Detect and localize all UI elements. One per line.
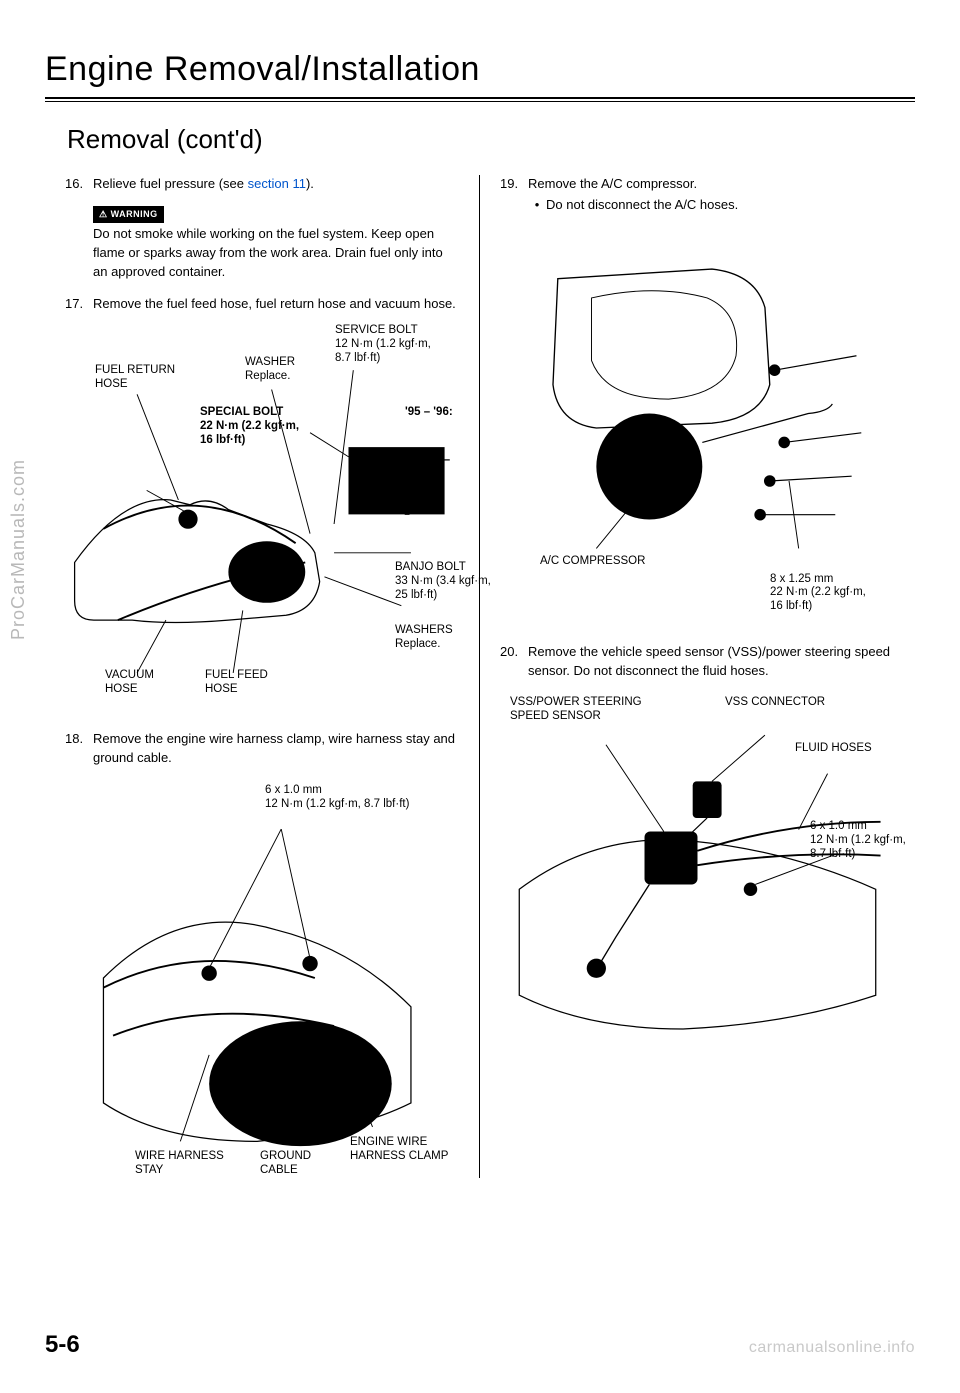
step-number: 20.: [500, 643, 528, 681]
step-number: 17.: [65, 295, 93, 314]
step-16: 16. Relieve fuel pressure (see section 1…: [65, 175, 459, 194]
step-20: 20. Remove the vehicle speed sensor (VSS…: [500, 643, 895, 681]
bullet-text: Do not disconnect the A/C hoses.: [546, 196, 738, 215]
label-washers: WASHERS Replace.: [395, 624, 453, 652]
label-vss-sensor: VSS/POWER STEERING SPEED SENSOR: [510, 696, 642, 724]
step-number: 18.: [65, 730, 93, 768]
step-18: 18. Remove the engine wire harness clamp…: [65, 730, 459, 768]
two-column-layout: 16. Relieve fuel pressure (see section 1…: [45, 175, 915, 1178]
label-fuel-return-hose: FUEL RETURN HOSE: [95, 364, 175, 392]
warning-text: Do not smoke while working on the fuel s…: [93, 225, 459, 282]
section-link[interactable]: section 11: [248, 176, 306, 191]
label-special-bolt: SPECIAL BOLT 22 N·m (2.2 kgf·m, 16 lbf·f…: [200, 406, 299, 447]
label-ac-compressor: A/C COMPRESSOR: [540, 555, 645, 569]
step-17: 17. Remove the fuel feed hose, fuel retu…: [65, 295, 459, 314]
label-fluid-hoses: FLUID HOSES: [795, 742, 872, 756]
chapter-title: Engine Removal/Installation: [45, 50, 915, 89]
label-washer: WASHER Replace.: [245, 356, 295, 384]
label-banjo-bolt: BANJO BOLT 33 N·m (3.4 kgf·m, 25 lbf·ft): [395, 561, 491, 602]
label-ground-cable: GROUND CABLE: [260, 1150, 311, 1178]
rule-heavy: [45, 97, 915, 99]
label-fuel-feed-hose: FUEL FEED HOSE: [205, 669, 268, 697]
label-vss-connector: VSS CONNECTOR: [725, 696, 825, 710]
step-text: Relieve fuel pressure (see: [93, 176, 248, 191]
rule-light: [45, 101, 915, 102]
step-19: 19. Remove the A/C compressor.: [500, 175, 895, 194]
step-body: Remove the vehicle speed sensor (VSS)/po…: [528, 643, 895, 681]
label-bolt-spec: 6 x 1.0 mm 12 N·m (1.2 kgf·m, 8.7 lbf·ft…: [265, 784, 409, 812]
step-number: 16.: [65, 175, 93, 194]
figure-wire-harness: 6 x 1.0 mm 12 N·m (1.2 kgf·m, 8.7 lbf·ft…: [65, 778, 459, 1178]
label-vacuum-hose: VACUUM HOSE: [105, 669, 154, 697]
section-title: Removal (cont'd): [67, 124, 915, 155]
label-service-bolt: SERVICE BOLT 12 N·m (1.2 kgf·m, 8.7 lbf·…: [335, 324, 431, 365]
watermark-right: carmanualsonline.info: [749, 1339, 915, 1357]
label-ac-bolt-spec: 8 x 1.25 mm 22 N·m (2.2 kgf·m, 16 lbf·ft…: [770, 573, 866, 614]
step-body: Relieve fuel pressure (see section 11).: [93, 175, 459, 194]
manual-page: Engine Removal/Installation Removal (con…: [0, 0, 960, 1393]
right-column: 19. Remove the A/C compressor. • Do not …: [480, 175, 915, 1178]
bullet-item: • Do not disconnect the A/C hoses.: [528, 196, 895, 215]
figure-vss-sensor: VSS/POWER STEERING SPEED SENSOR VSS CONN…: [500, 690, 895, 1050]
label-year-b: '97 – '98:: [425, 454, 459, 482]
diagram-svg: [65, 778, 459, 1178]
bullet-icon: •: [528, 196, 546, 215]
label-wire-harness-stay: WIRE HARNESS STAY: [135, 1150, 224, 1178]
step-number: 19.: [500, 175, 528, 194]
figure-ac-compressor: A/C COMPRESSOR 8 x 1.25 mm 22 N·m (2.2 k…: [500, 233, 895, 623]
figure-fuel-hoses: FUEL RETURN HOSE WASHER Replace. SERVICE…: [65, 324, 459, 724]
label-engine-wire-clamp: ENGINE WIRE HARNESS CLAMP: [350, 1136, 448, 1164]
step-body: Remove the fuel feed hose, fuel return h…: [93, 295, 459, 314]
left-column: 16. Relieve fuel pressure (see section 1…: [45, 175, 480, 1178]
step-body: Remove the engine wire harness clamp, wi…: [93, 730, 459, 768]
step-text-end: ).: [306, 176, 314, 191]
page-number: 5-6: [45, 1331, 80, 1359]
label-vss-bolt-spec: 6 x 1.0 mm 12 N·m (1.2 kgf·m, 8.7 lbf·ft…: [810, 820, 906, 861]
label-year-a: '95 – '96:: [405, 406, 453, 420]
warning-icon: WARNING: [93, 206, 164, 223]
watermark-left: ProCarManuals.com: [8, 459, 29, 640]
step-body: Remove the A/C compressor.: [528, 175, 895, 194]
